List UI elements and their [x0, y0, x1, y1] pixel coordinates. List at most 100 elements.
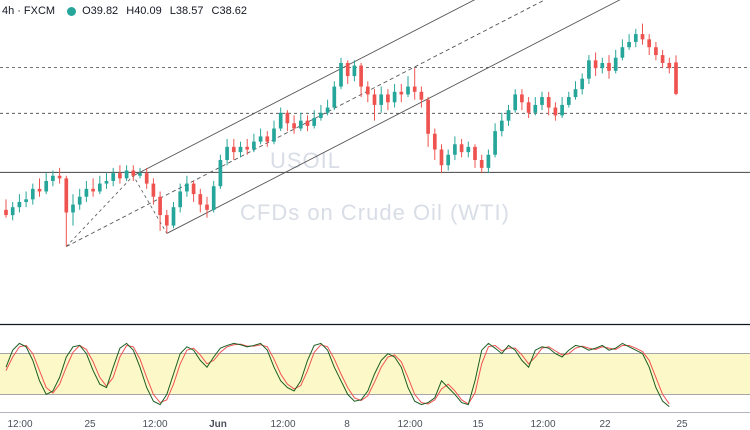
low-value: L38.57: [169, 5, 204, 17]
time-tick-label: 12:00: [397, 419, 422, 430]
candle-body: [365, 86, 370, 95]
candle-body: [144, 173, 149, 184]
candle-body: [24, 199, 28, 202]
candle-body: [71, 204, 75, 213]
candle-body: [520, 94, 524, 103]
candle-body: [138, 173, 142, 176]
candle-body: [660, 55, 665, 63]
candle-body: [205, 204, 209, 210]
candle-body: [486, 154, 491, 168]
time-tick-label: 8: [344, 419, 350, 430]
market-status-icon: [67, 6, 77, 16]
candle-body: [560, 104, 564, 116]
candle-body: [593, 60, 598, 69]
candle-body: [319, 112, 323, 119]
candle-body: [372, 94, 377, 105]
candle-body: [627, 41, 631, 48]
candle-body: [91, 188, 95, 192]
candle-body: [225, 146, 229, 160]
candle-body: [278, 112, 283, 129]
time-tick-label: 25: [676, 419, 688, 430]
candle-body: [674, 62, 678, 94]
symbol-watermark: USOIL CFDs on Crude Oil (WTI): [240, 148, 510, 225]
candle-body: [191, 183, 196, 195]
time-tick-label: 22: [599, 419, 611, 430]
candle-body: [647, 39, 652, 48]
chart-header: 4h · FXCM O39.82 H40.09 L38.57 C38.62: [0, 0, 750, 22]
candle-body: [466, 146, 471, 153]
candle-body: [506, 110, 511, 121]
candle-body: [252, 141, 256, 150]
candle-body: [151, 183, 156, 197]
candle-body: [453, 144, 457, 155]
candle-body: [392, 91, 397, 103]
candle-body: [272, 128, 276, 142]
time-tick-label: 12:00: [270, 419, 295, 430]
header-separator: ·: [17, 5, 21, 17]
candle-body: [84, 188, 89, 197]
time-tick-label: 25: [84, 419, 96, 430]
watermark-name: CFDs on Crude Oil (WTI): [240, 200, 510, 225]
candle-body: [64, 178, 69, 213]
candle-body: [51, 175, 55, 181]
candle-body: [499, 120, 504, 132]
candle-body: [30, 188, 35, 200]
channel-median-line: [66, 0, 546, 247]
candle-body: [305, 120, 310, 126]
candle-body: [211, 186, 216, 210]
candle-body: [37, 188, 42, 192]
candle-body: [4, 209, 8, 216]
candle-body: [325, 107, 330, 113]
close-value: C38.62: [211, 5, 247, 17]
candle-body: [406, 86, 410, 95]
candle-body: [345, 62, 350, 77]
candle-body: [111, 173, 116, 181]
candle-body: [607, 62, 611, 71]
candle-body: [533, 104, 538, 113]
candlestick-series: [4, 23, 678, 247]
candle-body: [620, 47, 625, 58]
candle-body: [198, 194, 203, 205]
candle-body: [312, 118, 317, 126]
candle-body: [399, 91, 404, 95]
candle-body: [439, 149, 444, 166]
candle-body: [218, 160, 223, 187]
candle-body: [238, 146, 243, 153]
candle-body: [432, 133, 437, 150]
candle-body: [178, 191, 183, 208]
stochastic-d-line: [5, 343, 670, 405]
candle-body: [124, 170, 129, 179]
candle-body: [131, 170, 136, 176]
candle-body: [44, 180, 49, 192]
candle-body: [258, 136, 263, 142]
candle-body: [171, 207, 176, 226]
candle-body: [459, 144, 464, 153]
candle-body: [419, 91, 424, 100]
candle-body: [473, 146, 477, 160]
candle-body: [654, 47, 658, 56]
candle-body: [479, 160, 484, 168]
candle-body: [580, 78, 585, 90]
candle-body: [359, 65, 363, 87]
candle-body: [553, 107, 558, 116]
candle-body: [587, 60, 591, 79]
candle-body: [540, 97, 544, 105]
ohlc-readout: O39.82 H40.09 L38.57 C38.62: [82, 5, 252, 17]
source-label: FXCM: [23, 5, 56, 17]
channel-upper-line: [133, 0, 476, 177]
candle-body: [526, 102, 531, 113]
time-tick-label: 12:00: [142, 419, 167, 430]
candle-body: [352, 65, 357, 77]
candle-body: [613, 57, 618, 71]
candle-body: [412, 86, 417, 92]
timeframe-label[interactable]: 4h: [2, 5, 15, 17]
candle-body: [446, 154, 451, 166]
candle-body: [298, 120, 303, 129]
candle-body: [379, 94, 384, 105]
candle-body: [386, 94, 390, 103]
candle-body: [97, 183, 102, 192]
time-tick-label: Jun: [209, 419, 227, 430]
time-tick-label: 15: [472, 419, 484, 430]
time-axis: 12:00 25 12:00 Jun 12:00 8 12:00 15 12:00 22 25: [0, 412, 750, 430]
